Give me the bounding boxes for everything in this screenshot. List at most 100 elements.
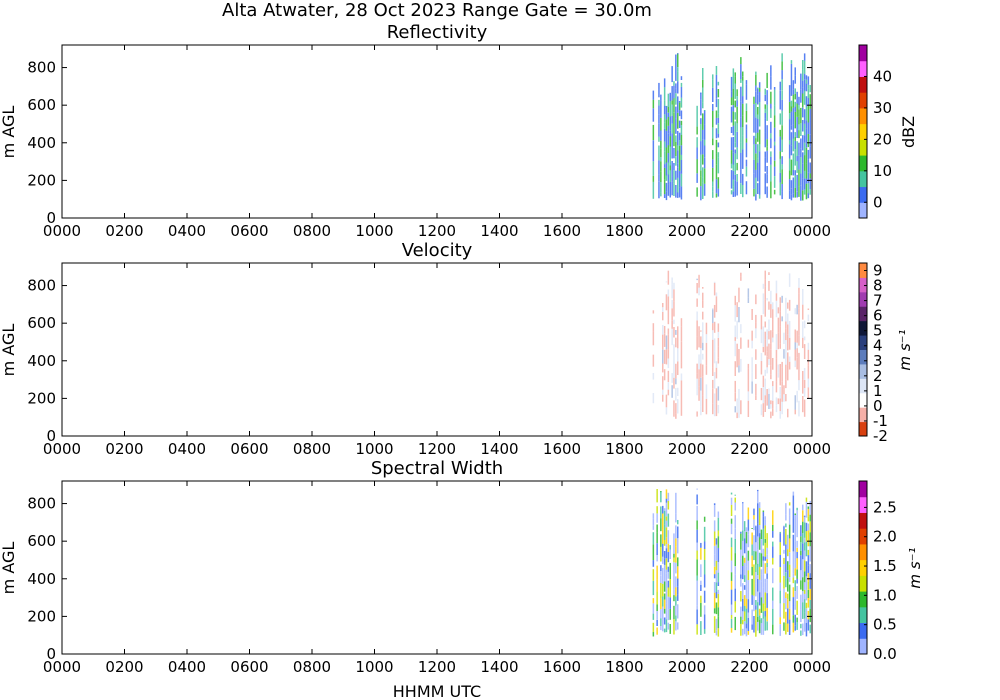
heatmap-cell bbox=[700, 93, 702, 100]
heatmap-cell bbox=[747, 617, 750, 631]
heatmap-cell bbox=[736, 360, 738, 368]
heatmap-cell bbox=[794, 106, 796, 112]
heatmap-cell bbox=[675, 492, 677, 505]
heatmap-cell bbox=[732, 152, 735, 165]
colorbar-tick-label: 6 bbox=[873, 307, 883, 325]
heatmap-cell bbox=[673, 365, 675, 378]
heatmap-cell bbox=[747, 339, 750, 348]
heatmap-cell bbox=[696, 395, 698, 412]
heatmap-cell bbox=[751, 372, 753, 382]
heatmap-cell bbox=[663, 617, 666, 625]
heatmap-cell bbox=[662, 619, 664, 632]
heatmap-cell bbox=[800, 550, 802, 556]
heatmap-cell bbox=[696, 173, 698, 183]
heatmap-cell bbox=[779, 172, 781, 183]
heatmap-cell bbox=[794, 557, 796, 569]
colorbar-segment bbox=[859, 606, 867, 624]
heatmap-cell bbox=[713, 505, 716, 517]
heatmap-cell bbox=[772, 541, 774, 547]
heatmap-cell bbox=[788, 577, 791, 582]
heatmap-cell bbox=[807, 506, 810, 509]
heatmap-cell bbox=[712, 367, 714, 376]
heatmap-cell bbox=[781, 295, 783, 303]
heatmap-cell bbox=[760, 313, 763, 316]
heatmap-cell bbox=[809, 178, 811, 190]
heatmap-cell bbox=[660, 94, 662, 101]
heatmap-cell bbox=[702, 177, 704, 183]
heatmap-cell bbox=[758, 608, 761, 616]
heatmap-cell bbox=[696, 575, 698, 581]
heatmap-cell bbox=[755, 153, 757, 170]
heatmap-cell bbox=[740, 272, 742, 277]
heatmap-cell bbox=[730, 127, 733, 133]
heatmap-cell bbox=[736, 162, 738, 171]
heatmap-cell bbox=[696, 378, 698, 390]
heatmap-cell bbox=[762, 516, 765, 529]
heatmap-cell bbox=[677, 163, 679, 168]
heatmap-cell bbox=[703, 629, 706, 634]
heatmap-cell bbox=[678, 140, 681, 146]
x-tick-label: 0000 bbox=[793, 440, 831, 458]
heatmap-cell bbox=[788, 601, 791, 609]
heatmap-cell bbox=[703, 541, 706, 549]
y-tick-label: 800 bbox=[27, 59, 56, 77]
heatmap-cell bbox=[702, 376, 704, 390]
heatmap-cell bbox=[770, 77, 772, 90]
colorbar-segment bbox=[859, 45, 867, 62]
heatmap-cell bbox=[663, 510, 666, 525]
heatmap-cell bbox=[671, 308, 673, 321]
heatmap-cell bbox=[745, 527, 748, 532]
heatmap-cell bbox=[807, 314, 810, 321]
heatmap-cell bbox=[671, 277, 673, 281]
heatmap-cell bbox=[790, 132, 793, 146]
heatmap-cell bbox=[764, 357, 766, 367]
heatmap-cell bbox=[740, 132, 742, 143]
heatmap-cell bbox=[675, 347, 677, 364]
heatmap-cell bbox=[798, 312, 800, 322]
heatmap-cell bbox=[753, 564, 755, 580]
heatmap-cell bbox=[757, 162, 759, 177]
heatmap-cell bbox=[669, 608, 671, 620]
heatmap-cell bbox=[788, 502, 791, 506]
heatmap-cell bbox=[740, 304, 742, 314]
heatmap-cell bbox=[665, 321, 668, 336]
heatmap-cell bbox=[802, 93, 804, 108]
heatmap-cell bbox=[788, 321, 791, 338]
colorbar-segment bbox=[859, 512, 867, 529]
heatmap-cell bbox=[809, 624, 811, 634]
heatmap-cell bbox=[665, 498, 668, 503]
heatmap-cell bbox=[792, 622, 795, 633]
heatmap-cell bbox=[770, 343, 772, 350]
heatmap-cell bbox=[787, 570, 789, 579]
heatmap-cell bbox=[790, 159, 793, 168]
heatmap-cell bbox=[660, 157, 662, 162]
heatmap-cell bbox=[768, 369, 770, 386]
heatmap-cell bbox=[755, 364, 757, 379]
heatmap-cell bbox=[792, 124, 795, 139]
heatmap-cell bbox=[669, 101, 671, 117]
heatmap-cell bbox=[738, 388, 740, 401]
heatmap-cell bbox=[738, 279, 740, 288]
heatmap-cell bbox=[732, 68, 735, 82]
heatmap-cell bbox=[758, 116, 761, 127]
heatmap-cell bbox=[677, 53, 679, 55]
heatmap-cell bbox=[792, 94, 795, 108]
heatmap-cell bbox=[702, 287, 704, 289]
heatmap-cell bbox=[755, 85, 757, 92]
heatmap-cell bbox=[802, 178, 804, 191]
heatmap-cell bbox=[753, 508, 755, 516]
heatmap-cell bbox=[798, 322, 800, 336]
heatmap-cell bbox=[742, 628, 744, 636]
heatmap-cell bbox=[764, 321, 766, 328]
heatmap-cell bbox=[788, 128, 791, 141]
heatmap-cell bbox=[764, 399, 766, 412]
heatmap-cell bbox=[766, 573, 768, 579]
heatmap-cell bbox=[803, 612, 806, 619]
heatmap-cell bbox=[764, 539, 766, 543]
y-tick-label: 0 bbox=[46, 427, 56, 445]
y-tick-label: 400 bbox=[27, 570, 56, 588]
heatmap-cell bbox=[703, 614, 706, 629]
heatmap-cell bbox=[753, 595, 755, 612]
heatmap-cell bbox=[700, 547, 702, 560]
heatmap-cell bbox=[758, 537, 761, 550]
